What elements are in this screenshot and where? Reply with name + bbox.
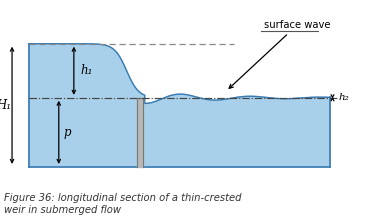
Polygon shape [137, 98, 143, 167]
Text: h₂: h₂ [339, 93, 349, 102]
Text: H₁: H₁ [0, 99, 11, 112]
Text: h₁: h₁ [80, 64, 93, 77]
Text: surface wave: surface wave [229, 20, 330, 88]
Polygon shape [29, 44, 330, 167]
Text: Figure 36: longitudinal section of a thin-crested
weir in submerged flow: Figure 36: longitudinal section of a thi… [4, 193, 241, 215]
Text: p: p [63, 126, 71, 139]
